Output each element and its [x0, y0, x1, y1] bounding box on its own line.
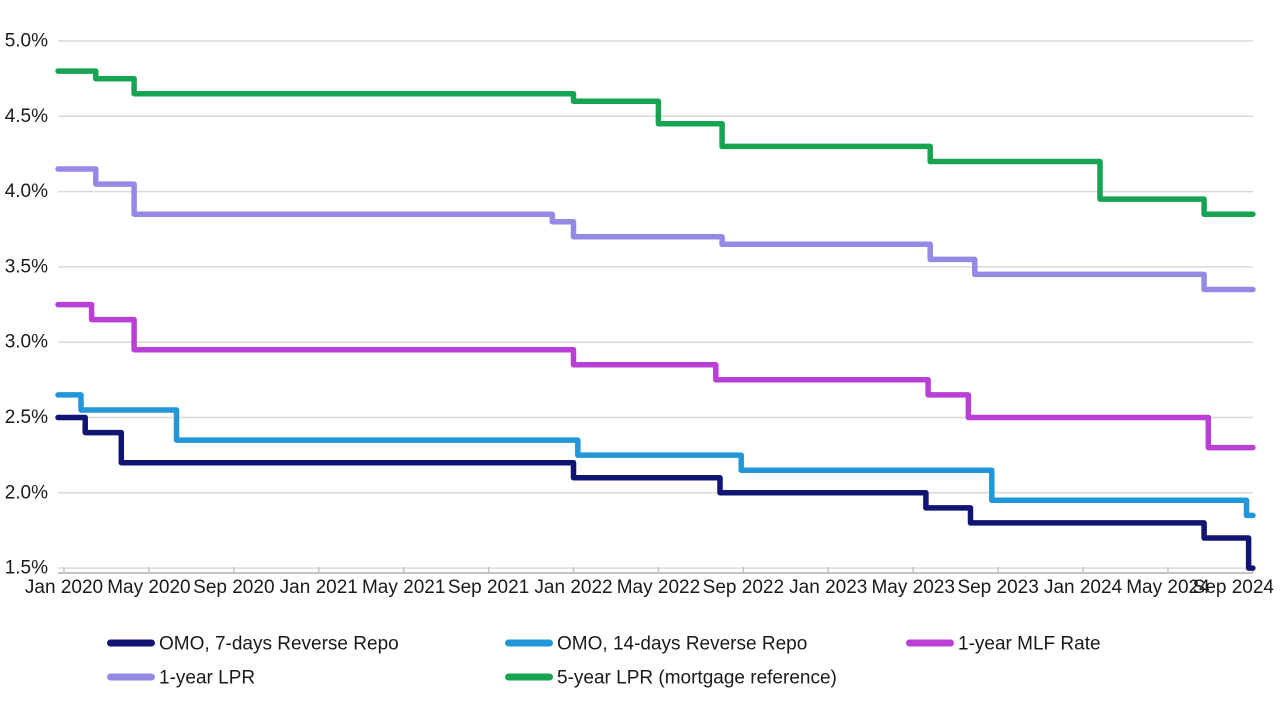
- legend-swatch-1-year-lpr: [107, 673, 155, 681]
- x-axis-tick-label: Jan 2021: [280, 577, 358, 598]
- legend-item-1-year-lpr: 1-year LPR: [107, 668, 255, 689]
- legend-swatch-5-year-lpr-mortgage-reference: [505, 673, 553, 681]
- y-axis-tick-label: 2.5%: [5, 407, 48, 428]
- x-axis-tick-label: Jan 2024: [1044, 577, 1123, 598]
- series-line-omo-14-days-reverse-repo: [55, 392, 1256, 519]
- series-line-omo-7-days-reverse-repo: [55, 414, 1256, 571]
- legend-label-1-year-lpr: 1-year LPR: [159, 668, 255, 689]
- legend-label-omo-7-days-reverse-repo: OMO, 7-days Reverse Repo: [159, 634, 399, 655]
- legend-swatch-1-year-mlf-rate: [906, 639, 954, 647]
- x-axis-tick-label: Jan 2023: [789, 577, 867, 598]
- y-axis-tick-label: 3.5%: [5, 256, 48, 277]
- legend-label-omo-14-days-reverse-repo: OMO, 14-days Reverse Repo: [557, 634, 807, 655]
- series-line-1-year-mlf-rate: [55, 301, 1256, 451]
- y-axis-tick-label: 1.5%: [5, 558, 48, 579]
- x-axis-tick-label: Jan 2020: [25, 577, 103, 598]
- series-line-5-year-lpr-mortgage-reference: [55, 68, 1256, 217]
- x-axis-tick-label: May 2023: [871, 577, 954, 598]
- legend-item-omo-7-days-reverse-repo: OMO, 7-days Reverse Repo: [107, 634, 399, 655]
- legend-item-1-year-mlf-rate: 1-year MLF Rate: [906, 634, 1101, 655]
- x-axis-tick-label: May 2024: [1126, 577, 1210, 598]
- y-axis-tick-label: 4.0%: [5, 181, 48, 202]
- x-axis-tick-label: May 2022: [617, 577, 700, 598]
- chart-legend: OMO, 7-days Reverse Repo OMO, 14-days Rev…: [107, 634, 1101, 689]
- y-axis-tick-label: 4.5%: [5, 106, 48, 127]
- x-axis-tick-label: Sep 2022: [703, 577, 784, 598]
- y-axis-tick-label: 3.0%: [5, 332, 48, 353]
- x-axis-tick-label: Sep 2024: [1193, 577, 1275, 598]
- y-axis-tick-label: 5.0%: [5, 31, 48, 52]
- legend-swatch-omo-7-days-reverse-repo: [107, 639, 155, 647]
- x-axis-tick-label: Sep 2023: [957, 577, 1038, 598]
- x-axis-tick-label: May 2020: [107, 577, 190, 598]
- y-axis-tick-label: 2.0%: [5, 482, 48, 503]
- legend-label-5-year-lpr-mortgage-reference: 5-year LPR (mortgage reference): [557, 668, 837, 689]
- x-axis-tick-label: Jan 2022: [534, 577, 612, 598]
- legend-item-5-year-lpr-mortgage-reference: 5-year LPR (mortgage reference): [505, 668, 837, 689]
- series-line-1-year-lpr: [55, 166, 1256, 293]
- x-axis-tick-label: May 2021: [362, 577, 445, 598]
- x-axis-tick-label: Sep 2020: [193, 577, 274, 598]
- legend-item-omo-14-days-reverse-repo: OMO, 14-days Reverse Repo: [505, 634, 807, 655]
- x-axis-tick-label: Sep 2021: [448, 577, 529, 598]
- legend-label-1-year-mlf-rate: 1-year MLF Rate: [958, 634, 1101, 655]
- legend-swatch-omo-14-days-reverse-repo: [505, 639, 553, 647]
